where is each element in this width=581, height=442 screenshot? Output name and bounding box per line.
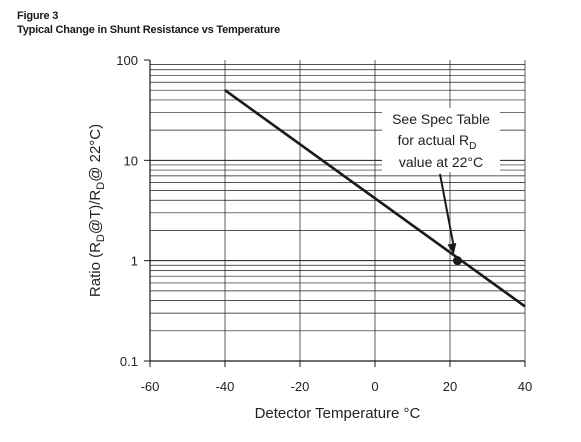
annotation-line-2: for actual RD: [398, 132, 477, 152]
data-point-22c: [453, 256, 462, 266]
axes: -60 -40 -20 0 20 40 0.1 1 10 100: [116, 53, 532, 394]
y-axis-label-part: @T)/R: [87, 190, 104, 235]
x-tick-label: 20: [443, 379, 457, 394]
annotation-background: [382, 108, 500, 172]
y-tick-label: 0.1: [120, 354, 138, 369]
y-tick-label: 100: [116, 53, 138, 68]
annotation-arrowhead: [447, 242, 457, 255]
annotation: See Spec Table for actual RD value at 22°C: [382, 108, 500, 255]
y-tick-label: 1: [131, 254, 138, 269]
y-axis-label-part: @ 22°C): [87, 124, 104, 182]
y-axis-label-subscript: D: [95, 234, 107, 242]
series: [224, 89, 526, 308]
x-tick-label: -40: [216, 379, 235, 394]
y-axis-label-part: Ratio (R: [87, 242, 104, 297]
grid: [149, 60, 526, 361]
x-tick-label: 40: [518, 379, 532, 394]
figure-label: Figure 3: [17, 10, 59, 22]
figure-title: Typical Change in Shunt Resistance vs Te…: [17, 24, 281, 36]
x-axis-label: Detector Temperature °C: [255, 405, 421, 422]
annotation-arrow-shaft: [439, 173, 455, 247]
y-axis-label-subscript: D: [95, 182, 107, 190]
annotation-line-1: See Spec Table: [392, 111, 490, 127]
annotation-subscript: D: [469, 141, 476, 152]
x-tick-label: 0: [371, 379, 378, 394]
series-line: [224, 89, 526, 308]
annotation-line-3: value at 22°C: [399, 154, 483, 170]
y-tick-label: 10: [124, 153, 138, 168]
x-tick-label: -20: [291, 379, 310, 394]
x-tick-label: -60: [141, 379, 160, 394]
y-axis-label: Ratio (RD@T)/RD@ 22°C): [87, 124, 107, 297]
